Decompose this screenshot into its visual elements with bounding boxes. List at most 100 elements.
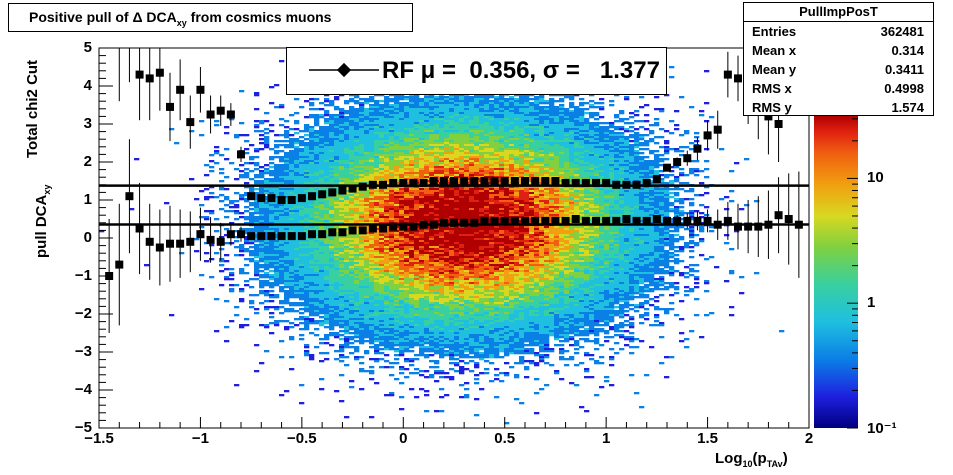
heatmap-cell xyxy=(339,204,345,207)
heatmap-cell xyxy=(504,164,510,167)
heatmap-cell xyxy=(349,110,355,113)
heatmap-cell xyxy=(374,100,380,103)
heatmap-cell xyxy=(674,110,680,113)
heatmap-cell xyxy=(639,216,645,219)
heatmap-cell xyxy=(534,166,540,169)
heatmap-cell xyxy=(504,160,510,163)
heatmap-cell xyxy=(419,166,425,169)
heatmap-cell xyxy=(604,136,610,139)
heatmap-cell xyxy=(514,110,520,113)
heatmap-cell xyxy=(424,154,430,157)
heatmap-cell xyxy=(589,138,595,141)
heatmap-cell xyxy=(329,130,335,133)
heatmap-cell xyxy=(479,134,485,137)
heatmap-cell xyxy=(319,130,325,133)
heatmap-cell xyxy=(569,188,575,191)
heatmap-cell xyxy=(654,142,660,145)
heatmap-cell xyxy=(504,146,510,149)
heatmap-cell xyxy=(294,218,300,221)
heatmap-cell xyxy=(389,156,395,159)
heatmap-cell xyxy=(509,136,515,139)
heatmap-cell xyxy=(474,110,480,113)
heatmap-cell xyxy=(459,196,465,199)
heatmap-cell xyxy=(514,120,520,123)
heatmap-cell xyxy=(404,132,410,135)
heatmap-cell xyxy=(439,150,445,153)
heatmap-cell xyxy=(209,210,215,213)
heatmap-cell xyxy=(579,178,585,181)
heatmap-cell xyxy=(314,156,320,159)
heatmap-cell xyxy=(514,198,520,201)
heatmap-cell xyxy=(419,128,425,131)
heatmap-cell xyxy=(334,206,340,209)
heatmap-cell xyxy=(299,142,305,145)
heatmap-cell xyxy=(269,180,275,183)
heatmap-cell xyxy=(404,108,410,111)
heatmap-cell xyxy=(319,138,325,141)
heatmap-cell xyxy=(449,126,455,129)
heatmap-cell xyxy=(659,208,665,211)
heatmap-cell xyxy=(409,98,415,101)
heatmap-cell xyxy=(289,168,295,171)
heatmap-cell xyxy=(444,118,450,121)
heatmap-cell xyxy=(519,202,525,205)
heatmap-cell xyxy=(289,194,295,197)
heatmap-cell xyxy=(189,130,195,133)
heatmap-cell xyxy=(649,188,655,191)
heatmap-cell xyxy=(524,130,530,133)
heatmap-cell xyxy=(514,136,520,139)
heatmap-cell xyxy=(469,214,475,217)
heatmap-cell xyxy=(489,132,495,135)
heatmap-cell xyxy=(404,200,410,203)
heatmap-cell xyxy=(264,188,270,191)
heatmap-cell xyxy=(279,216,285,219)
heatmap-cell xyxy=(609,182,615,185)
heatmap-cell xyxy=(429,128,435,131)
heatmap-cell xyxy=(404,208,410,211)
heatmap-cell xyxy=(429,138,435,141)
heatmap-cell xyxy=(394,150,400,153)
heatmap-cell xyxy=(594,132,600,135)
heatmap-cell xyxy=(469,210,475,213)
heatmap-cell xyxy=(329,122,335,125)
heatmap-cell xyxy=(649,174,655,177)
heatmap-cell xyxy=(264,210,270,213)
heatmap-cell xyxy=(534,164,540,167)
heatmap-cell xyxy=(364,168,370,171)
heatmap-cell xyxy=(454,194,460,197)
heatmap-cell xyxy=(464,116,470,119)
heatmap-cell xyxy=(269,158,275,161)
heatmap-cell xyxy=(189,178,195,181)
heatmap-cell xyxy=(204,196,210,199)
heatmap-cell xyxy=(374,146,380,149)
heatmap-cell xyxy=(624,140,630,143)
heatmap-cell xyxy=(309,156,315,159)
heatmap-cell xyxy=(574,152,580,155)
heatmap-cell xyxy=(309,208,315,211)
heatmap-cell xyxy=(519,188,525,191)
heatmap-cell xyxy=(484,186,490,189)
heatmap-cell xyxy=(319,152,325,155)
heatmap-cell xyxy=(619,204,625,207)
heatmap-cell xyxy=(214,124,220,127)
heatmap-cell xyxy=(639,212,645,215)
heatmap-cell xyxy=(379,114,385,117)
heatmap-cell xyxy=(369,132,375,135)
heatmap-cell xyxy=(589,194,595,197)
heatmap-cell xyxy=(459,200,465,203)
heatmap-cell xyxy=(624,154,630,157)
heatmap-cell xyxy=(439,156,445,159)
heatmap-cell xyxy=(349,162,355,165)
heatmap-cell xyxy=(394,158,400,161)
heatmap-cell xyxy=(214,218,220,221)
heatmap-cell xyxy=(604,210,610,213)
heatmap-cell xyxy=(589,152,595,155)
heatmap-cell xyxy=(444,124,450,127)
heatmap-cell xyxy=(349,112,355,115)
heatmap-cell xyxy=(429,118,435,121)
heatmap-cell xyxy=(264,216,270,219)
heatmap-cell xyxy=(484,146,490,149)
heatmap-cell xyxy=(424,160,430,163)
heatmap-cell xyxy=(279,156,285,159)
heatmap-cell xyxy=(439,154,445,157)
